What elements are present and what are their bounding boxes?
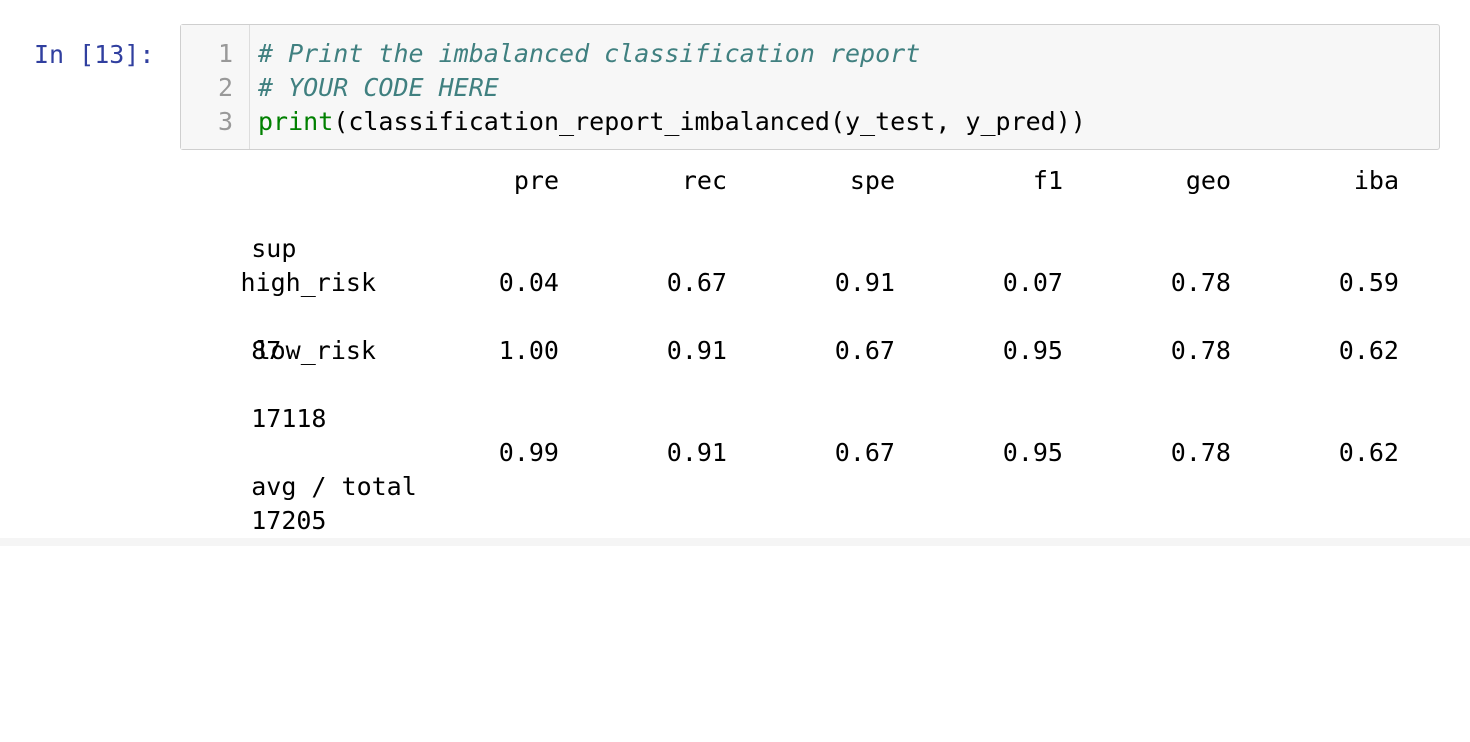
line-number-gutter: [181, 25, 250, 149]
value-sup: 87: [251, 336, 282, 365]
code-input-area[interactable]: 1 # Print the imbalanced classification …: [180, 24, 1440, 150]
value-rec: 0.91: [666, 438, 727, 467]
row-label: low_risk: [255, 336, 376, 365]
line-number: 1: [217, 39, 233, 68]
value-sup: 17118: [251, 404, 327, 433]
output-blank-line: [191, 402, 1431, 436]
output-row-wrap: 17205: [191, 470, 1431, 535]
value-sup: 17205: [251, 506, 327, 535]
output-header-row: pre rec spe f1 geo iba: [191, 164, 1431, 198]
header-iba: iba: [1353, 166, 1399, 195]
builtin-keyword: print: [258, 107, 334, 136]
line-number: 2: [217, 73, 233, 102]
code-comment: # YOUR CODE HERE: [258, 73, 499, 102]
value-pre: 0.04: [498, 268, 559, 297]
notebook-footer-bar: [0, 538, 1470, 546]
output-header-wrap: sup: [191, 198, 1431, 263]
code-comment: # Print the imbalanced classification re…: [258, 39, 921, 68]
cell-output: pre rec spe f1 geo iba sup high_risk 0.0…: [191, 164, 1431, 535]
value-iba: 0.62: [1338, 336, 1399, 365]
header-pre: pre: [513, 166, 559, 195]
value-geo: 0.78: [1170, 336, 1231, 365]
header-rec: rec: [681, 166, 727, 195]
output-blank-line: [191, 232, 1431, 266]
line-number: 3: [217, 107, 233, 136]
value-iba: 0.62: [1338, 438, 1399, 467]
header-geo: geo: [1185, 166, 1231, 195]
output-row-wrap: 17118: [191, 368, 1431, 433]
value-spe: 0.91: [834, 268, 895, 297]
code-arguments: (classification_report_imbalanced(y_test…: [333, 107, 1086, 136]
cell-prompt: In [13]:: [34, 40, 155, 69]
header-f1: f1: [1032, 166, 1063, 195]
value-rec: 0.91: [666, 336, 727, 365]
output-row-high-risk: high_risk 0.04 0.67 0.91 0.07 0.78 0.59: [191, 266, 1431, 300]
code-line-1[interactable]: 1 # Print the imbalanced classification …: [181, 37, 920, 71]
code-line-3[interactable]: 3 print(classification_report_imbalanced…: [181, 105, 1086, 139]
value-geo: 0.78: [1170, 268, 1231, 297]
code-line-2[interactable]: 2 # YOUR CODE HERE: [181, 71, 499, 105]
value-f1: 0.95: [1002, 438, 1063, 467]
code-statement: print(classification_report_imbalanced(y…: [258, 105, 1086, 139]
value-f1: 0.07: [1002, 268, 1063, 297]
value-rec: 0.67: [666, 268, 727, 297]
output-row-low-risk: low_risk 1.00 0.91 0.67 0.95 0.78 0.62: [191, 334, 1431, 368]
value-pre: 0.99: [498, 438, 559, 467]
value-geo: 0.78: [1170, 438, 1231, 467]
value-spe: 0.67: [834, 438, 895, 467]
output-row-total: avg / total 0.99 0.91 0.67 0.95 0.78 0.6…: [191, 436, 1431, 501]
value-f1: 0.95: [1002, 336, 1063, 365]
row-label: high_risk: [240, 268, 376, 297]
value-pre: 1.00: [498, 336, 559, 365]
output-row-wrap: 87: [191, 300, 1431, 365]
row-label: avg / total: [251, 472, 417, 501]
value-spe: 0.67: [834, 336, 895, 365]
header-sup: sup: [251, 234, 297, 263]
value-iba: 0.59: [1338, 268, 1399, 297]
header-spe: spe: [849, 166, 895, 195]
